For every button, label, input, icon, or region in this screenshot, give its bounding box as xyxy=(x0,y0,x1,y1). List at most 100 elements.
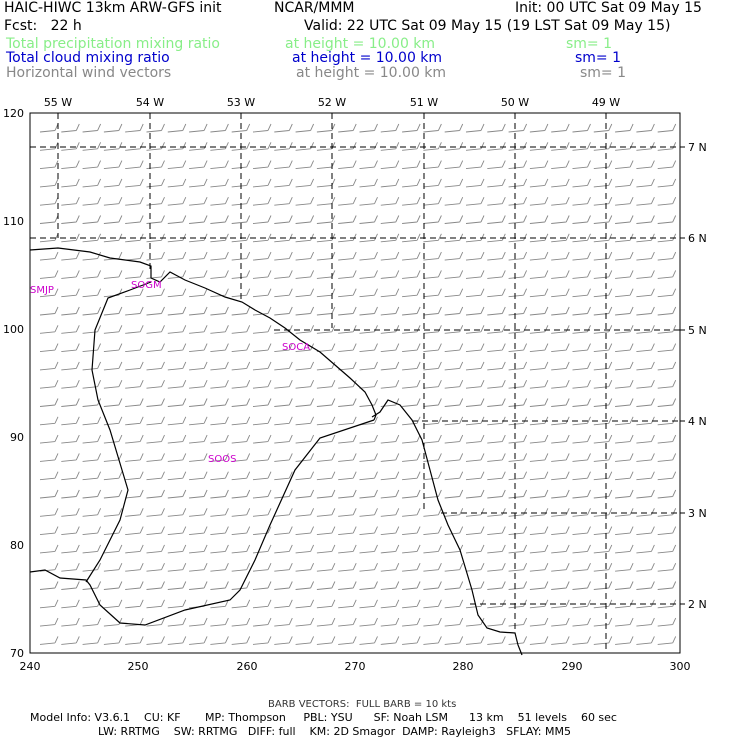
wind-barb xyxy=(380,306,400,316)
wind-barb xyxy=(615,288,634,298)
wind-barb xyxy=(316,325,336,334)
wind-barb xyxy=(231,617,251,627)
wind-barb xyxy=(274,178,293,188)
wind-barb xyxy=(210,160,229,170)
wind-barb xyxy=(508,123,528,133)
wind-barb xyxy=(508,288,528,298)
wind-barb xyxy=(657,398,677,407)
wind-barb xyxy=(189,508,208,517)
field-cloud-level: at height = 10.00 km xyxy=(292,50,443,66)
wind-barb xyxy=(252,142,272,151)
wind-barb xyxy=(252,123,272,133)
wind-barb xyxy=(402,123,421,133)
wind-barb xyxy=(338,617,357,627)
wind-barb xyxy=(61,288,80,298)
wind-barb xyxy=(402,288,421,298)
wind-barb xyxy=(167,288,187,298)
wind-barb xyxy=(210,197,229,206)
wind-barb xyxy=(380,581,400,590)
wind-barb xyxy=(551,343,570,353)
wind-barb xyxy=(338,251,357,261)
wind-barb xyxy=(316,434,336,444)
wind-barb xyxy=(338,398,357,407)
wind-barb xyxy=(380,288,400,298)
wind-barb xyxy=(423,197,442,206)
wind-barb xyxy=(615,617,634,627)
wind-barb xyxy=(402,599,421,609)
wind-barb xyxy=(508,636,528,645)
wind-barb xyxy=(551,251,570,261)
wind-barb xyxy=(231,160,251,170)
wind-barb xyxy=(657,544,677,554)
wind-barb xyxy=(103,123,123,133)
wind-barb xyxy=(103,453,123,462)
wind-barb xyxy=(423,251,442,261)
wind-barb xyxy=(146,197,165,206)
station-smjp: SMJP xyxy=(30,285,54,296)
barb-legend: BARB VECTORS: FULL BARB = 10 kts xyxy=(268,699,457,710)
wind-barb xyxy=(125,581,144,590)
wind-barb xyxy=(593,306,613,316)
wind-barb xyxy=(359,343,378,353)
wind-barb xyxy=(295,636,315,645)
wind-barb xyxy=(167,361,187,371)
wind-barb xyxy=(146,398,165,407)
wind-barb xyxy=(529,544,549,554)
wind-barb xyxy=(82,617,102,627)
wind-barb xyxy=(189,453,208,462)
wind-barb xyxy=(274,233,293,243)
wind-barb xyxy=(465,380,485,389)
wind-barb xyxy=(231,251,251,261)
wind-barb xyxy=(529,160,549,170)
wind-barb xyxy=(529,489,549,499)
wind-barb xyxy=(231,197,251,206)
wind-barb xyxy=(82,325,102,334)
wind-barb xyxy=(572,508,591,517)
wind-barb xyxy=(444,508,464,517)
lon-label: 55 W xyxy=(44,96,72,109)
wind-barb xyxy=(61,636,80,645)
wind-barb xyxy=(103,361,123,371)
wind-barb xyxy=(252,288,272,298)
wind-barb xyxy=(61,563,80,572)
wind-barb xyxy=(487,160,506,170)
wind-barb xyxy=(380,471,400,481)
wind-barb xyxy=(274,197,293,206)
wind-barb xyxy=(189,215,208,224)
coastline-river-east xyxy=(29,419,375,626)
wind-barb xyxy=(338,416,357,426)
x-tick-label: 250 xyxy=(128,660,149,673)
wind-barb xyxy=(636,508,655,517)
wind-barb xyxy=(252,270,272,279)
wind-barb xyxy=(657,599,677,609)
station-sogm: SOGM xyxy=(131,280,162,291)
wind-barb xyxy=(82,306,102,316)
wind-barb xyxy=(423,233,442,243)
coastline-north xyxy=(29,247,377,421)
wind-barb xyxy=(487,508,506,517)
wind-barb xyxy=(210,325,229,334)
wind-barb xyxy=(615,215,634,224)
wind-barb xyxy=(61,416,80,426)
wind-barb xyxy=(657,233,677,243)
wind-barb xyxy=(615,599,634,609)
wind-barb xyxy=(359,361,378,371)
wind-barb xyxy=(125,508,144,517)
wind-barb xyxy=(487,636,506,645)
wind-barb xyxy=(125,343,144,353)
wind-barb xyxy=(551,581,570,590)
wind-barb xyxy=(189,544,208,554)
wind-barb xyxy=(657,142,677,151)
wind-barb xyxy=(103,325,123,334)
wind-barb xyxy=(551,288,570,298)
wind-barb xyxy=(572,361,591,371)
coastline xyxy=(29,247,523,656)
wind-barb xyxy=(444,471,464,481)
wind-barb xyxy=(402,160,421,170)
wind-barb xyxy=(465,361,485,371)
wind-barb xyxy=(551,489,570,499)
wind-barb xyxy=(465,123,485,133)
wind-barb xyxy=(636,288,655,298)
wind-barb xyxy=(551,361,570,371)
wind-barb xyxy=(274,489,293,499)
